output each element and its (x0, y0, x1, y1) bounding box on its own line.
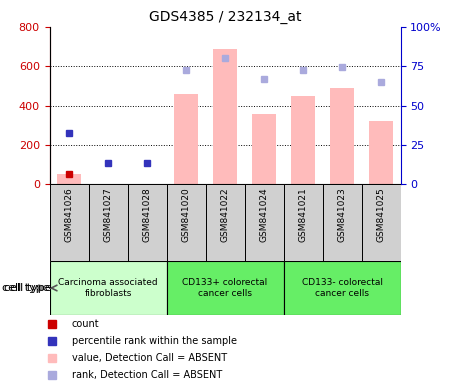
Bar (323, 184, 361, 261)
Text: cell type: cell type (2, 283, 49, 293)
Bar (50, 184, 89, 261)
Text: GSM841024: GSM841024 (260, 187, 269, 242)
Bar (252, 114, 276, 184)
Text: CD133- colorectal
cancer cells: CD133- colorectal cancer cells (302, 278, 382, 298)
Bar (361, 184, 400, 261)
Bar (330, 88, 354, 184)
Text: value, Detection Call = ABSENT: value, Detection Call = ABSENT (72, 353, 227, 363)
Bar (369, 121, 393, 184)
Text: GSM841025: GSM841025 (377, 187, 386, 242)
Text: count: count (72, 318, 99, 329)
Bar (284, 184, 323, 261)
Text: GSM841023: GSM841023 (338, 187, 346, 242)
Bar (206, 184, 244, 261)
Title: GDS4385 / 232134_at: GDS4385 / 232134_at (149, 10, 301, 25)
Text: GSM841028: GSM841028 (143, 187, 152, 242)
Text: GSM841021: GSM841021 (298, 187, 307, 242)
Bar (284, 261, 400, 315)
Text: GSM841027: GSM841027 (104, 187, 112, 242)
Text: cell type: cell type (4, 283, 52, 293)
Text: GSM841026: GSM841026 (64, 187, 73, 242)
Bar (127, 184, 166, 261)
Bar (166, 261, 284, 315)
Bar (166, 184, 206, 261)
Bar (244, 184, 284, 261)
Bar (174, 94, 198, 184)
Text: Carcinoma associated
fibroblasts: Carcinoma associated fibroblasts (58, 278, 158, 298)
Bar (213, 48, 237, 184)
Text: GSM841020: GSM841020 (181, 187, 190, 242)
Text: GSM841022: GSM841022 (220, 187, 230, 242)
Bar (89, 184, 127, 261)
Bar (57, 174, 81, 184)
Bar (291, 96, 315, 184)
Bar (50, 261, 166, 315)
Text: CD133+ colorectal
cancer cells: CD133+ colorectal cancer cells (182, 278, 268, 298)
Text: rank, Detection Call = ABSENT: rank, Detection Call = ABSENT (72, 370, 222, 381)
Text: percentile rank within the sample: percentile rank within the sample (72, 336, 237, 346)
